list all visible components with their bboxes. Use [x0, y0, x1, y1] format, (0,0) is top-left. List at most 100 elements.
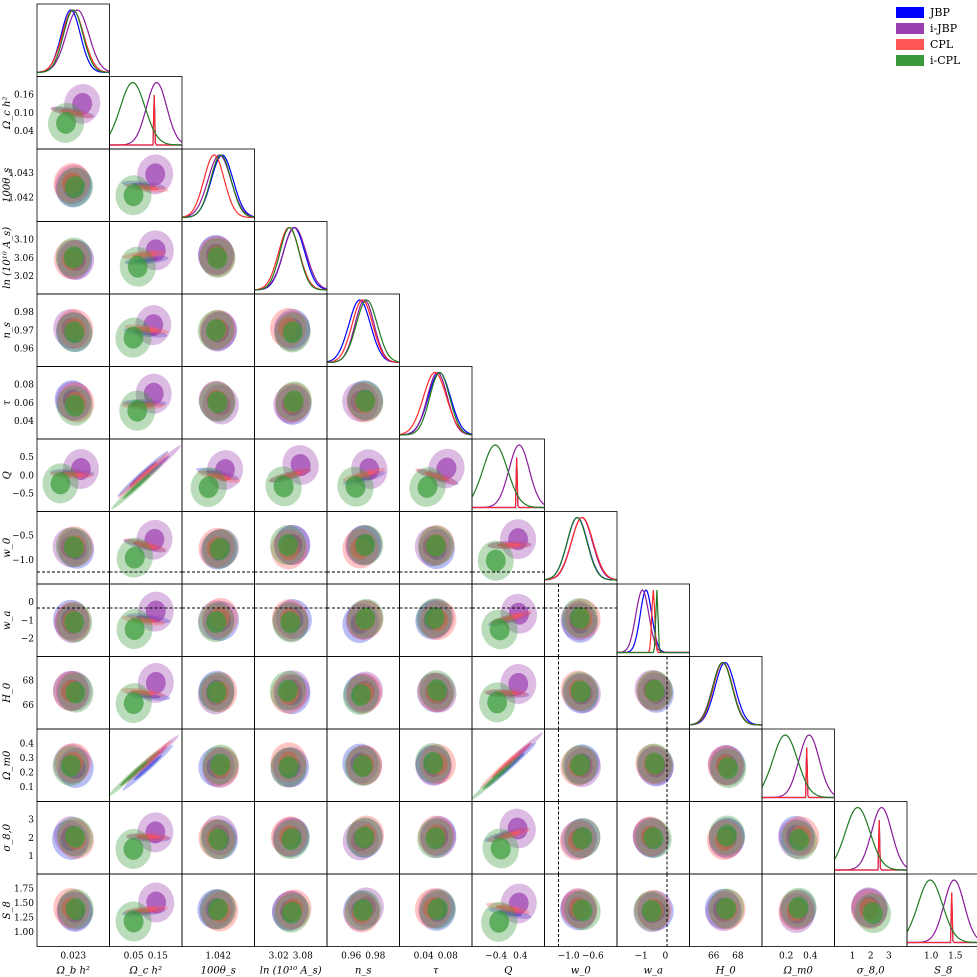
contour-inner-5-1-i-cpl [64, 321, 85, 344]
contour-inner-2-1-i-cpl [56, 111, 77, 134]
ytick-4-3: 3.02 [14, 272, 34, 282]
marginal-7-cpl [472, 457, 545, 509]
panel-frame-12-12 [834, 801, 908, 875]
contour-inner-7-4-i-jbp [290, 454, 311, 476]
marginal-3-i-jbp [181, 154, 255, 218]
ylabel-9: w_a [2, 610, 13, 630]
xlabel-6: τ [433, 966, 439, 977]
contour-inner-6-2-i-cpl [127, 399, 148, 422]
xlabel-10: H_0 [715, 966, 737, 977]
ylabel-8: w_0 [2, 537, 13, 558]
ylabel-10: H_0 [2, 682, 13, 704]
xtick-12-2: 2 [868, 952, 874, 962]
marginal-13-cpl [907, 892, 977, 944]
contour-inner-6-5-i-cpl [355, 389, 376, 412]
marginal-3-i-cpl [181, 154, 255, 219]
xtick-9-1: −1 [635, 952, 648, 962]
ytick-9-1: 0 [28, 598, 34, 608]
contour-inner-13-10-i-cpl [716, 897, 737, 920]
contour-inner-12-5-i-cpl [354, 826, 375, 849]
ylabel-11: Ω_m0 [2, 750, 13, 781]
contour-inner-13-5-i-cpl [352, 898, 373, 921]
xtick-11-2: 0.4 [803, 952, 818, 962]
xtick-12-1: 1 [850, 952, 856, 962]
contour-inner-6-1-i-cpl [64, 394, 85, 417]
contour-inner-8-5-i-cpl [355, 534, 376, 557]
contour-inner-7-3-i-cpl [198, 476, 219, 499]
contour-inner-7-2-i-cpl [122, 473, 151, 499]
contour-inner-11-9-i-cpl [644, 752, 665, 775]
ytick-11-3: 0.2 [20, 769, 34, 779]
marginal-8-i-cpl [544, 516, 617, 581]
ytick-9-3: −2 [21, 634, 34, 644]
contour-inner-2-1-cpl [60, 109, 84, 116]
xlabel-4: ln (10¹⁰ A_s) [260, 966, 322, 977]
ytick-7-1: 0.5 [20, 453, 35, 463]
contour-inner-4-1-i-cpl [63, 246, 84, 269]
ylabel-7: Q [2, 471, 13, 479]
contour-inner-10-7-i-cpl [487, 691, 508, 714]
legend-swatch-ijbp [896, 22, 924, 34]
marginal-11-i-jbp [762, 734, 835, 799]
contour-inner-9-8-i-cpl [569, 606, 590, 629]
marginal-13-i-jbp [907, 879, 977, 944]
marginal-1-i-jbp [36, 9, 110, 73]
contour-inner-8-1-i-cpl [63, 536, 84, 559]
contour-inner-13-6-i-cpl [427, 898, 448, 921]
marginal-1-i-cpl [37, 9, 110, 73]
contour-inner-11-8-i-cpl [570, 753, 591, 776]
marginal-4-i-cpl [254, 226, 327, 291]
contour-inner-13-2-i-cpl [123, 910, 144, 933]
legend-swatch-jbp [896, 6, 924, 18]
contour-inner-13-9-i-cpl [641, 900, 662, 922]
legend-item-ijbp: i-JBP [896, 20, 960, 36]
contour-inner-8-6-i-cpl [425, 534, 446, 557]
marginal-11-jbp [762, 747, 835, 799]
marginal-9-jbp [617, 589, 690, 654]
xlabel-8: w_0 [571, 966, 592, 977]
contour-inner-12-9-i-cpl [643, 827, 664, 850]
xlabel-3: 100θ_s [201, 966, 236, 977]
contour-inner-11-7-cpl [491, 752, 520, 778]
xtick-9-2: 0 [662, 952, 668, 962]
xtick-12-3: 3 [886, 952, 892, 962]
ytick-5-3: 0.96 [14, 344, 34, 354]
ylabel-6: τ [2, 400, 13, 406]
ytick-10-2: 66 [23, 701, 35, 711]
contour-inner-12-11-i-cpl [788, 829, 809, 851]
marginal-5-i-cpl [327, 299, 400, 363]
contour-inner-11-2-jbp [133, 755, 162, 781]
ytick-6-2: 0.06 [14, 399, 34, 409]
xtick-13-2: 1.5 [948, 952, 963, 962]
marginal-13-jbp [907, 892, 977, 944]
marginal-6-jbp [399, 371, 473, 436]
contour-inner-3-2-i-jbp [145, 163, 166, 186]
xtick-5-2: 0.98 [365, 952, 385, 962]
contour-inner-13-1-i-cpl [65, 898, 86, 921]
contour-inner-11-3-i-cpl [210, 753, 231, 776]
ytick-11-2: 0.3 [20, 754, 35, 764]
ytick-3-2: 1.042 [8, 193, 34, 203]
contour-inner-10-3-i-cpl [206, 681, 227, 704]
contour-inner-13-8-i-cpl [572, 899, 593, 922]
ytick-6-3: 0.04 [14, 417, 34, 427]
contour-inner-13-11-i-cpl [788, 896, 809, 919]
contour-inner-11-4-i-cpl [278, 756, 299, 779]
marginal-2-cpl [109, 94, 182, 146]
ytick-10-1: 68 [23, 677, 35, 687]
legend-label-jbp: JBP [930, 5, 950, 19]
marginal-9-i-cpl [617, 589, 690, 654]
contour-inner-10-2-i-cpl [123, 692, 144, 715]
contour-inner-13-7-cpl [495, 905, 520, 912]
marginal-12-i-cpl [833, 806, 907, 871]
ylabel-2: Ω_c h² [2, 96, 13, 130]
contour-inner-2-1-i-jbp [72, 92, 93, 115]
contour-inner-9-2-i-jbp [145, 600, 166, 623]
xlabel-7: Q [504, 966, 512, 977]
marginal-7-jbp [472, 457, 545, 509]
ytick-12-1: 3 [28, 816, 34, 826]
marginal-7-i-cpl [471, 444, 545, 509]
contour-inner-8-2-cpl [133, 541, 157, 549]
panel-frame-10-10 [689, 656, 763, 730]
contour-inner-6-4-i-cpl [283, 390, 304, 413]
